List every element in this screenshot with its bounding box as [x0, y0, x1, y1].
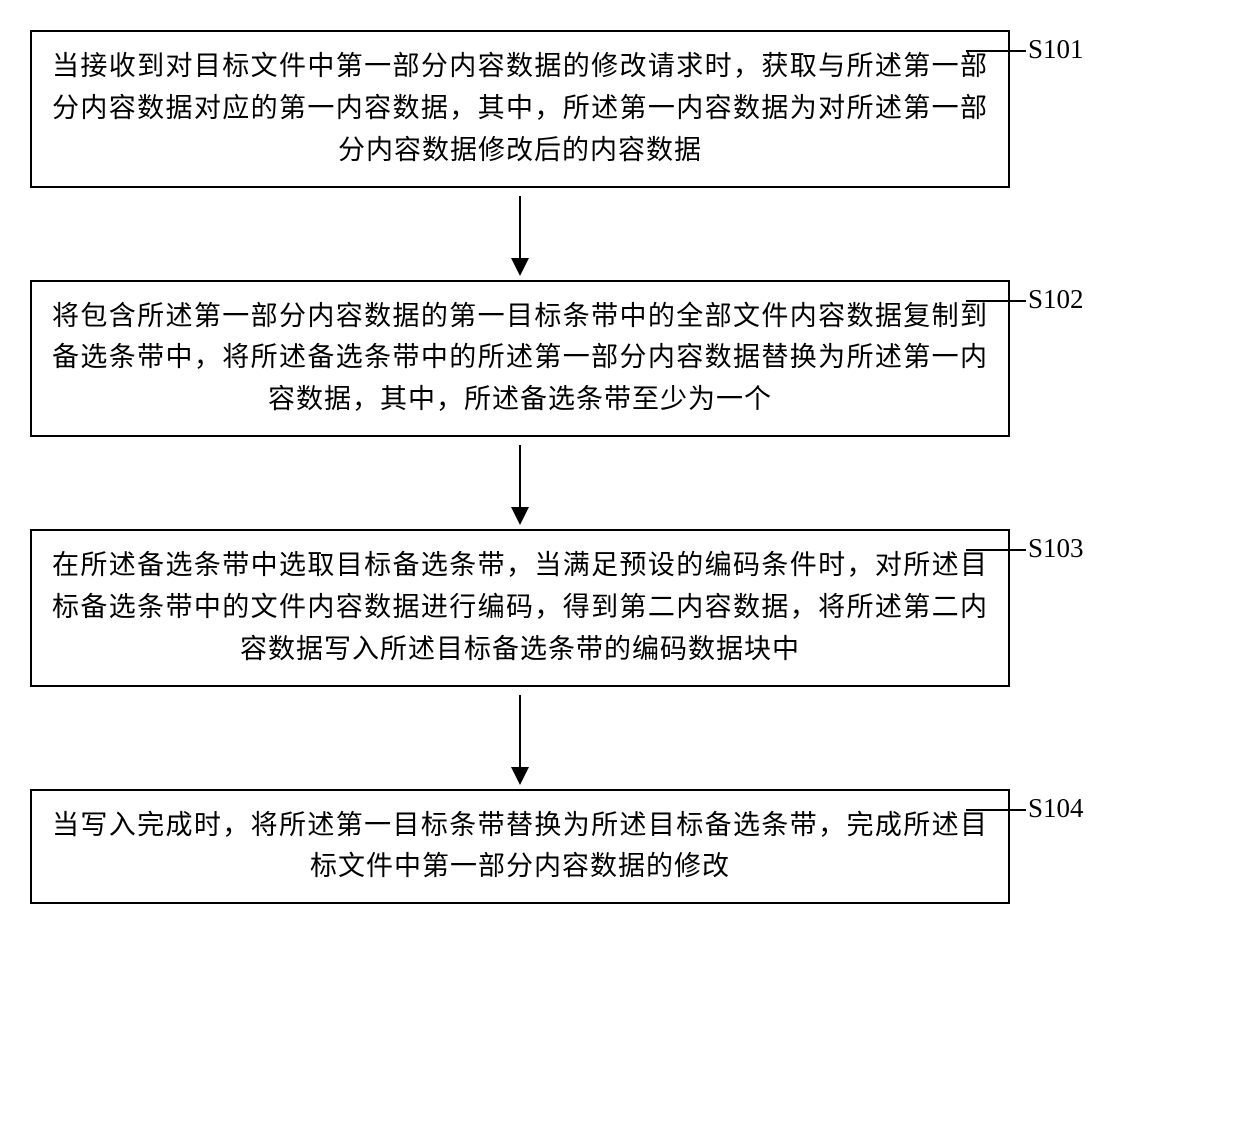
flow-step-row: 在所述备选条带中选取目标备选条带，当满足预设的编码条件时，对所述目标备选条带中的… — [30, 529, 1210, 687]
flow-step-box: 在所述备选条带中选取目标备选条带，当满足预设的编码条件时，对所述目标备选条带中的… — [30, 529, 1010, 687]
flow-step-box: 当接收到对目标文件中第一部分内容数据的修改请求时，获取与所述第一部分内容数据对应… — [30, 30, 1010, 188]
flow-step-row: 当接收到对目标文件中第一部分内容数据的修改请求时，获取与所述第一部分内容数据对应… — [30, 30, 1210, 188]
arrow-down-icon — [506, 695, 534, 785]
flow-step-id: S102 — [1028, 284, 1084, 314]
flow-step-label: S102 — [1028, 284, 1084, 315]
flow-step-id: S103 — [1028, 533, 1084, 563]
flowchart-container: 当接收到对目标文件中第一部分内容数据的修改请求时，获取与所述第一部分内容数据对应… — [30, 30, 1210, 904]
arrow-down-icon — [506, 196, 534, 276]
arrow-down-icon — [506, 445, 534, 525]
flow-step-text: 将包含所述第一部分内容数据的第一目标条带中的全部文件内容数据复制到备选条带中，将… — [52, 301, 988, 415]
flow-step-label: S103 — [1028, 533, 1084, 564]
label-connector-line — [966, 809, 1026, 811]
flow-step-text: 在所述备选条带中选取目标备选条带，当满足预设的编码条件时，对所述目标备选条带中的… — [52, 550, 988, 664]
arrow-container — [30, 437, 1010, 529]
flow-step-box: 当写入完成时，将所述第一目标条带替换为所述目标备选条带，完成所述目标文件中第一部… — [30, 789, 1010, 905]
flow-step-row: 将包含所述第一部分内容数据的第一目标条带中的全部文件内容数据复制到备选条带中，将… — [30, 280, 1210, 438]
arrow-container — [30, 687, 1010, 789]
flow-step-text: 当写入完成时，将所述第一目标条带替换为所述目标备选条带，完成所述目标文件中第一部… — [52, 810, 988, 882]
flow-step-id: S101 — [1028, 34, 1084, 64]
flow-step-text: 当接收到对目标文件中第一部分内容数据的修改请求时，获取与所述第一部分内容数据对应… — [52, 51, 988, 165]
flow-step-label: S101 — [1028, 34, 1084, 65]
flow-step-box: 将包含所述第一部分内容数据的第一目标条带中的全部文件内容数据复制到备选条带中，将… — [30, 280, 1010, 438]
flow-step-id: S104 — [1028, 793, 1084, 823]
flow-step-label: S104 — [1028, 793, 1084, 824]
flow-step-row: 当写入完成时，将所述第一目标条带替换为所述目标备选条带，完成所述目标文件中第一部… — [30, 789, 1210, 905]
label-connector-line — [966, 50, 1026, 52]
label-connector-line — [966, 549, 1026, 551]
arrow-container — [30, 188, 1010, 280]
label-connector-line — [966, 300, 1026, 302]
